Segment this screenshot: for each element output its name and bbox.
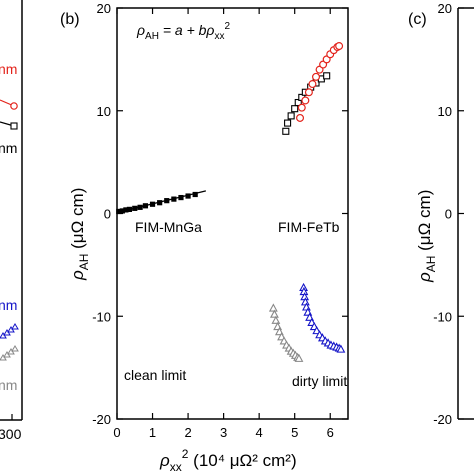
left-label-blue: nm xyxy=(0,297,17,313)
series-2-point xyxy=(296,113,305,122)
ylabel-sub: AH xyxy=(77,254,91,271)
series-1-point xyxy=(287,112,295,120)
series-4-point xyxy=(271,315,281,324)
formula-rhs-sup: 2 xyxy=(224,21,230,32)
left-curve-blue xyxy=(0,323,19,339)
series-0-point xyxy=(171,196,177,202)
x-tick-label: 0 xyxy=(113,425,120,440)
series-0-point xyxy=(149,201,156,207)
panel-b-plot-frame xyxy=(116,7,349,420)
c-y-tick-label: -20 xyxy=(433,412,452,427)
annotation-clean: clean limit xyxy=(124,367,186,383)
series-0-point xyxy=(185,193,191,199)
series-0-point xyxy=(137,204,143,210)
y-tick-label: -20 xyxy=(92,412,111,427)
xlabel-sub: xx xyxy=(170,460,182,474)
series-4-point xyxy=(294,353,304,362)
left-label-black: nm xyxy=(0,140,17,156)
series-0-point xyxy=(116,208,122,215)
y-tick-label: 20 xyxy=(97,1,111,16)
series-3-point xyxy=(312,325,322,335)
c-y-tick-label: 0 xyxy=(445,207,452,222)
series-0-point xyxy=(142,203,149,209)
series-0-point xyxy=(192,191,198,198)
left-label-red: nm xyxy=(0,61,17,77)
series-0-point xyxy=(178,194,184,201)
ylabel-main: ρ xyxy=(68,270,87,281)
panel-b-ylabel: ρAH (μΩ cm) xyxy=(68,188,91,281)
series-2-point xyxy=(308,80,317,89)
c-ylabel-main: ρ xyxy=(415,272,434,283)
panel-b-ticks: 0 1 2 3 4 5 6 -20 -10 0 10 20 xyxy=(92,1,348,440)
c-ylabel-unit: (μΩ cm) xyxy=(415,190,434,256)
formula-lhs: ρ xyxy=(136,22,145,38)
panel-b-xlabel: ρxx2 (10⁴ μΩ² cm²) xyxy=(159,447,297,474)
series-4-point xyxy=(268,303,278,312)
panel-b-formula: ρAH = a + bρxx2 xyxy=(136,21,230,42)
x-tick-label: 3 xyxy=(220,425,227,440)
annotation-fetb: FIM-FeTb xyxy=(278,219,340,235)
left-panel-x-tick-label: 300 xyxy=(0,426,22,442)
panel-b-marks xyxy=(116,42,346,362)
series-3-point xyxy=(336,344,346,353)
series-2-point xyxy=(335,42,344,51)
series-4-point xyxy=(270,309,279,318)
series-2-point xyxy=(297,103,306,112)
y-tick-label: -10 xyxy=(92,309,111,324)
series-2-point xyxy=(312,72,321,81)
left-point-black xyxy=(10,122,18,130)
x-tick-label: 1 xyxy=(149,425,156,440)
c-y-tick-label: -10 xyxy=(433,309,452,324)
left-label-gray: nm xyxy=(0,377,17,393)
series-1-point xyxy=(282,127,290,135)
x-tick-label: 6 xyxy=(327,425,334,440)
series-0-point xyxy=(164,198,170,204)
c-y-tick-label: 20 xyxy=(438,1,452,16)
series-1-point xyxy=(284,119,292,127)
series-0-point xyxy=(123,207,129,213)
formula-rhs-sub: xx xyxy=(214,31,224,42)
panel-c-label: (c) xyxy=(408,11,427,28)
xlabel-sup: 2 xyxy=(182,447,189,461)
series-0-point xyxy=(132,205,138,211)
x-tick-label: 2 xyxy=(184,425,191,440)
ylabel-unit: (μΩ cm) xyxy=(68,188,87,254)
annotation-dirty: dirty limit xyxy=(292,373,347,389)
left-panel: 300 nm nm nm nm xyxy=(0,0,23,442)
xlabel-unit: (10⁴ μΩ² cm²) xyxy=(188,451,296,470)
series-2-point xyxy=(304,88,313,97)
x-tick-label: 4 xyxy=(256,425,263,440)
x-tick-label: 5 xyxy=(291,425,298,440)
series-1-point xyxy=(294,98,302,107)
series-0-point xyxy=(157,200,163,206)
left-point-red xyxy=(10,102,18,110)
c-ylabel-sub: AH xyxy=(424,256,438,273)
xlabel-main: ρ xyxy=(159,451,170,470)
panel-b-label: (b) xyxy=(60,11,80,28)
series-0-point xyxy=(119,208,125,214)
formula-rhs: = a + bρ xyxy=(159,22,215,38)
c-y-tick-label: 10 xyxy=(438,104,452,119)
y-tick-label: 10 xyxy=(97,104,111,119)
series-1-point xyxy=(323,72,331,80)
y-tick-label: 0 xyxy=(104,207,111,222)
panel-c-ticks: 20 10 0 -10 -20 xyxy=(433,1,464,427)
panel-c-ylabel: ρAH (μΩ cm) xyxy=(415,190,438,283)
series-2-point xyxy=(301,96,310,105)
annotation-mnga: FIM-MnGa xyxy=(135,219,202,235)
formula-lhs-sub: AH xyxy=(145,31,159,42)
left-curve-gray xyxy=(0,345,19,361)
series-1-point xyxy=(291,105,299,113)
series-0-point xyxy=(126,206,133,212)
